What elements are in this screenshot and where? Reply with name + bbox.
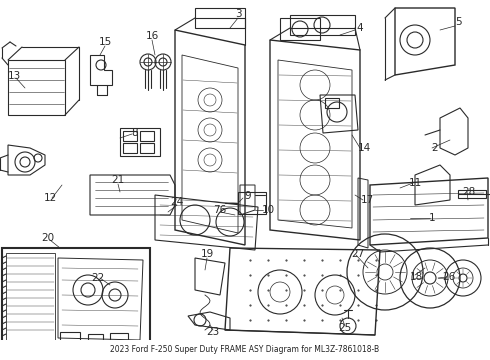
Text: 16: 16: [146, 31, 159, 41]
Text: 20: 20: [42, 233, 54, 243]
Text: 76: 76: [213, 205, 227, 215]
Text: 18: 18: [409, 272, 423, 282]
Bar: [120, 128, 160, 156]
Text: 13: 13: [7, 71, 21, 81]
Text: 25: 25: [339, 323, 352, 333]
Bar: [123, 143, 137, 153]
Bar: [60, 332, 80, 344]
Text: 2: 2: [432, 143, 439, 153]
Text: 9: 9: [245, 191, 251, 201]
Text: 17: 17: [360, 195, 374, 205]
Text: 1: 1: [429, 213, 435, 223]
Text: 22: 22: [91, 273, 105, 283]
Text: 2023 Ford F-250 Super Duty FRAME ASY Diagram for ML3Z-7861018-B: 2023 Ford F-250 Super Duty FRAME ASY Dia…: [110, 346, 380, 355]
Bar: [290, 15, 355, 35]
Text: 8: 8: [132, 128, 138, 138]
Text: 23: 23: [206, 327, 220, 337]
Text: 11: 11: [408, 178, 421, 188]
Text: 5: 5: [455, 17, 461, 27]
Text: 24: 24: [171, 197, 184, 207]
Text: 14: 14: [357, 143, 370, 153]
Bar: [140, 131, 154, 141]
Text: 3: 3: [235, 9, 241, 19]
Bar: [88, 334, 103, 344]
Bar: [123, 131, 137, 141]
Text: 10: 10: [262, 205, 274, 215]
Bar: [238, 192, 266, 214]
Text: 19: 19: [200, 249, 214, 259]
Bar: [325, 98, 339, 108]
Text: 4: 4: [357, 23, 363, 33]
Text: 21: 21: [111, 175, 124, 185]
Bar: [195, 8, 245, 28]
Text: 26: 26: [442, 272, 456, 282]
Bar: [140, 143, 154, 153]
Bar: [458, 190, 486, 198]
Text: 28: 28: [463, 187, 476, 197]
Bar: [2, 248, 150, 348]
Bar: [110, 333, 128, 343]
Text: 15: 15: [98, 37, 112, 47]
Text: 12: 12: [44, 193, 57, 203]
Text: 27: 27: [351, 249, 365, 259]
